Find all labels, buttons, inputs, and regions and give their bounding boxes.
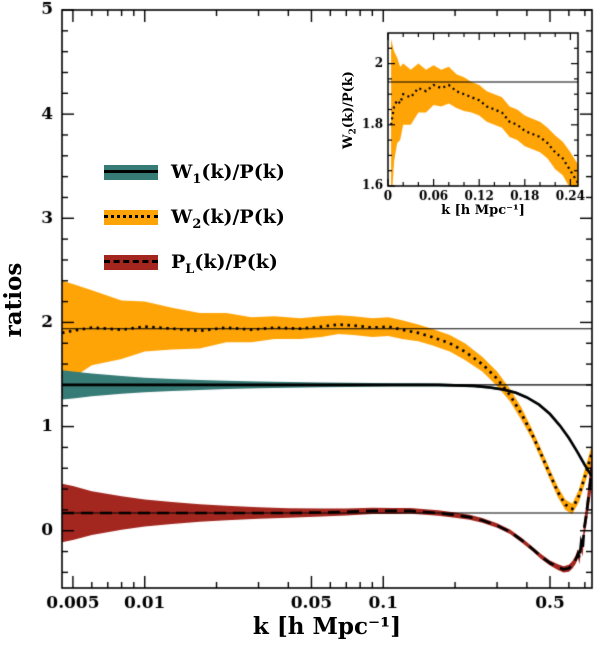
legend-swatch <box>104 209 158 225</box>
inset-y-axis-label: W2(k)/P(k) <box>341 71 359 149</box>
legend-line-sample <box>104 169 158 173</box>
legend-swatch <box>104 164 158 180</box>
legend-line-sample <box>104 214 158 218</box>
legend-item-1: W1(k)/P(k) <box>104 161 285 187</box>
legend-item-label: W1(k)/P(k) <box>171 161 285 187</box>
legend-line-sample <box>104 259 158 263</box>
legend-item-label: W2(k)/P(k) <box>171 206 285 232</box>
legend-swatch <box>104 254 158 270</box>
legend-item-label: PL(k)/P(k) <box>171 251 278 277</box>
legend-item-3: PL(k)/P(k) <box>104 251 285 277</box>
legend: W1(k)/P(k) W2(k)/P(k) PL(k)/P(k) <box>104 161 285 277</box>
x-axis-label: k [h Mpc⁻¹] <box>252 613 402 640</box>
legend-item-2: W2(k)/P(k) <box>104 206 285 232</box>
y-axis-label: ratios <box>0 262 27 338</box>
inset-x-axis-label: k [h Mpc⁻¹] <box>441 203 525 218</box>
